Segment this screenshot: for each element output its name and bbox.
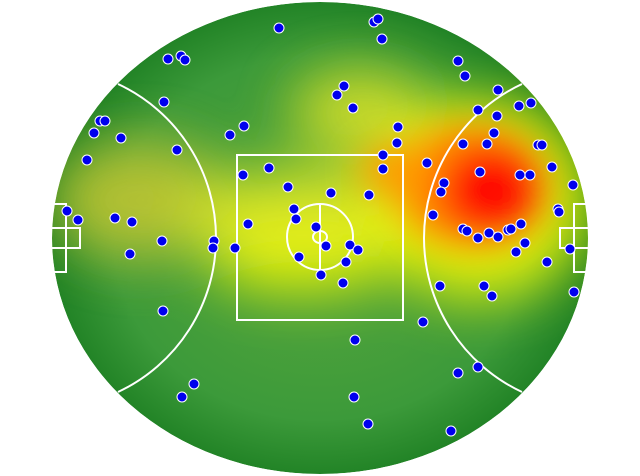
point: [546, 161, 558, 173]
point: [372, 13, 384, 25]
point: [452, 55, 464, 67]
point: [515, 218, 527, 230]
point: [478, 280, 490, 292]
point: [242, 218, 254, 230]
point: [320, 240, 332, 252]
point: [237, 169, 249, 181]
point: [492, 231, 504, 243]
point: [421, 157, 433, 169]
point: [157, 305, 169, 317]
point: [363, 189, 375, 201]
point: [514, 169, 526, 181]
point: [377, 163, 389, 175]
point: [568, 286, 580, 298]
point: [417, 316, 429, 328]
point: [171, 144, 183, 156]
point: [263, 162, 275, 174]
point: [224, 129, 236, 141]
point: [434, 280, 446, 292]
point: [88, 127, 100, 139]
point: [505, 223, 517, 235]
point: [391, 137, 403, 149]
point: [472, 232, 484, 244]
point: [438, 177, 450, 189]
point: [524, 169, 536, 181]
point: [282, 181, 294, 193]
point: [315, 269, 327, 281]
point: [176, 391, 188, 403]
point: [347, 102, 359, 114]
point: [238, 120, 250, 132]
point: [344, 239, 356, 251]
point: [310, 221, 322, 233]
point: [349, 334, 361, 346]
point: [61, 205, 73, 217]
point: [541, 256, 553, 268]
point: [126, 216, 138, 228]
point: [452, 367, 464, 379]
point: [293, 251, 305, 263]
point: [229, 242, 241, 254]
point: [376, 33, 388, 45]
point: [513, 100, 525, 112]
point: [519, 237, 531, 249]
points: [61, 13, 580, 437]
point: [392, 121, 404, 133]
point: [483, 227, 495, 239]
point: [158, 96, 170, 108]
point: [459, 70, 471, 82]
point: [290, 213, 302, 225]
point: [457, 138, 469, 150]
point: [179, 54, 191, 66]
point: [567, 179, 579, 191]
point: [325, 187, 337, 199]
point: [115, 132, 127, 144]
point: [156, 235, 168, 247]
point: [99, 115, 111, 127]
point: [340, 256, 352, 268]
point: [488, 127, 500, 139]
point: [377, 149, 389, 161]
point: [472, 104, 484, 116]
point: [273, 22, 285, 34]
point: [486, 290, 498, 302]
point: [474, 166, 486, 178]
point: [188, 378, 200, 390]
point: [461, 225, 473, 237]
point: [337, 277, 349, 289]
point: [481, 138, 493, 150]
point: [510, 246, 522, 258]
point: [288, 203, 300, 215]
point: [207, 242, 219, 254]
point: [331, 89, 343, 101]
point: [124, 248, 136, 260]
point: [525, 97, 537, 109]
point: [162, 53, 174, 65]
point: [553, 206, 565, 218]
point: [472, 361, 484, 373]
point: [348, 391, 360, 403]
point: [72, 214, 84, 226]
point: [338, 80, 350, 92]
point: [492, 84, 504, 96]
point: [427, 209, 439, 221]
point: [81, 154, 93, 166]
point: [352, 244, 364, 256]
point: [491, 110, 503, 122]
point: [564, 243, 576, 255]
point: [536, 139, 548, 151]
point: [362, 418, 374, 430]
point: [109, 212, 121, 224]
point: [435, 186, 447, 198]
point: [445, 425, 457, 437]
